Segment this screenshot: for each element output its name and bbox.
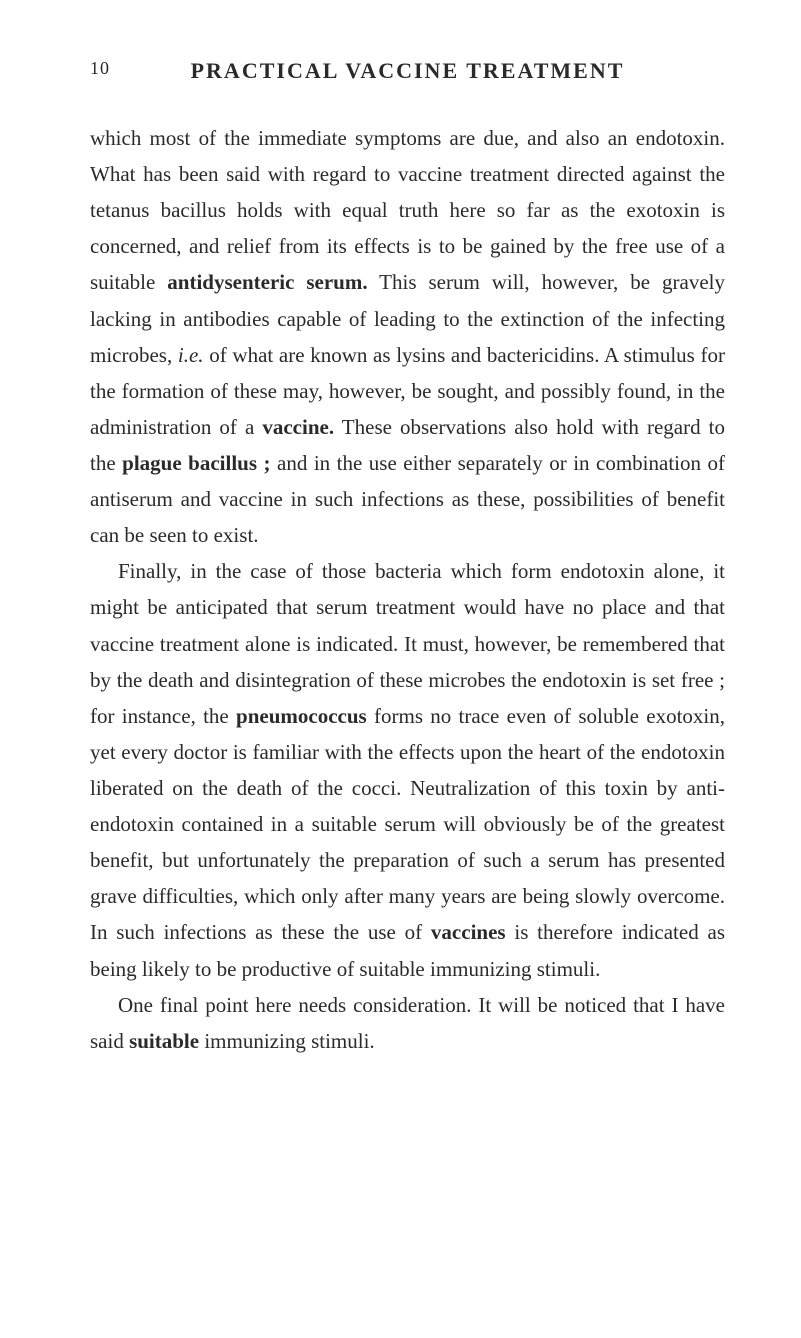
page-number: 10 [90, 58, 110, 79]
paragraph-1: which most of the immediate symptoms are… [90, 120, 725, 553]
text-segment: Finally, in the case of those bacteria w… [90, 559, 725, 727]
bold-term-plague-bacillus: plague bacillus ; [122, 451, 270, 475]
paragraph-2: Finally, in the case of those bacteria w… [90, 553, 725, 986]
bold-term-suitable: suitable [129, 1029, 199, 1053]
paragraph-3: One final point here needs consideration… [90, 987, 725, 1059]
page-title: PRACTICAL VACCINE TREATMENT [90, 58, 725, 84]
bold-term-vaccine: vaccine. [262, 415, 334, 439]
text-segment: forms no trace even of soluble exotoxin,… [90, 704, 725, 945]
italic-abbrev-ie: i.e. [178, 343, 204, 367]
bold-term-antidysenteric: antidysenteric serum. [167, 270, 367, 294]
text-segment: immunizing stimuli. [199, 1029, 375, 1053]
body-text-container: which most of the immediate symptoms are… [90, 120, 725, 1059]
bold-term-pneumococcus: pneumococcus [236, 704, 367, 728]
bold-term-vaccines: vaccines [431, 920, 506, 944]
